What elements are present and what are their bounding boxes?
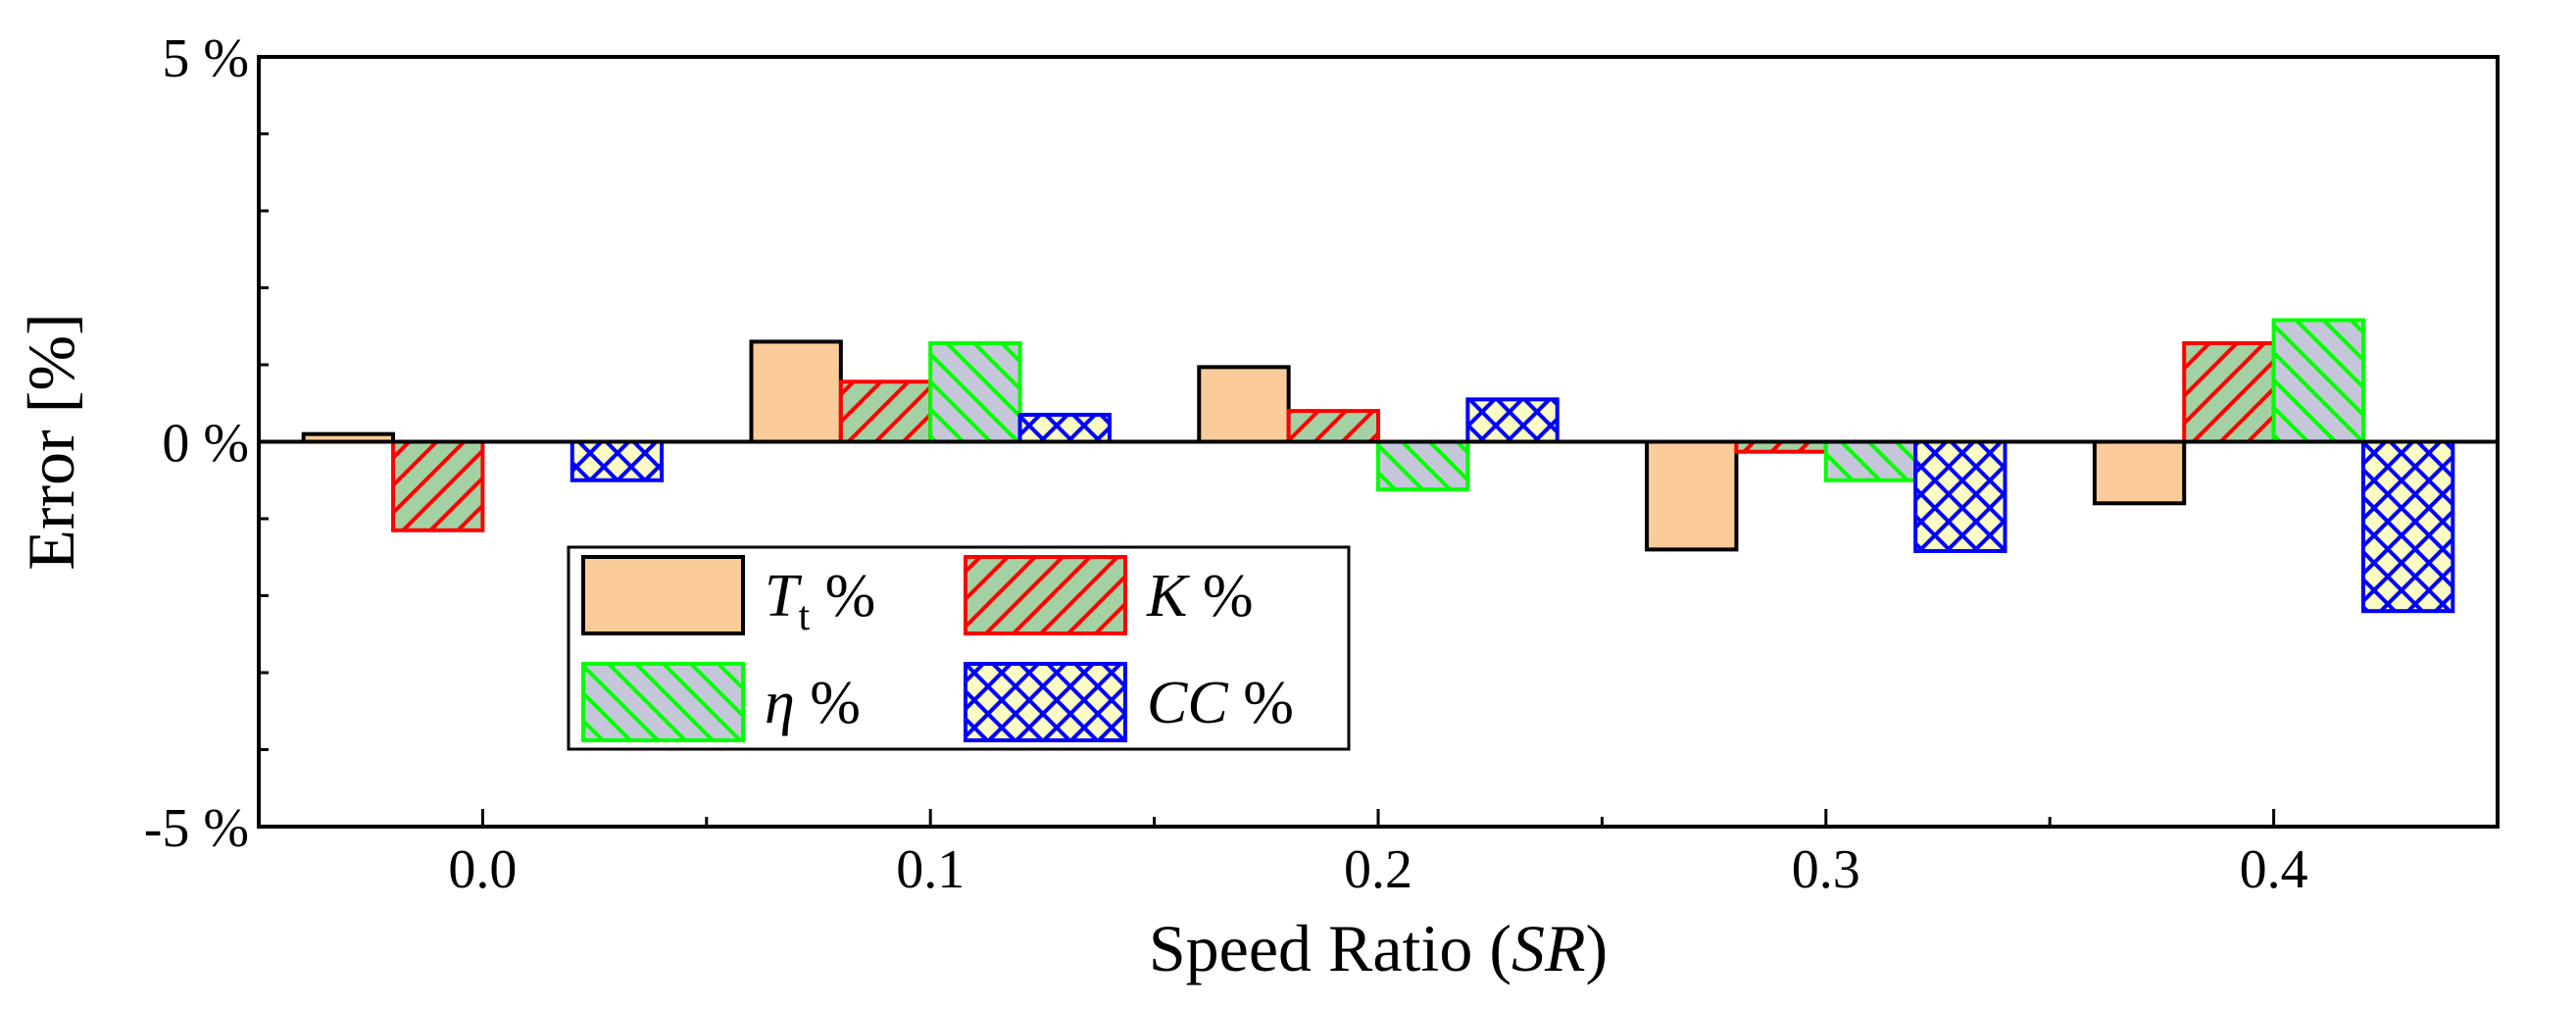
legend-label-tt: Tt % (765, 563, 875, 639)
bar--0.4 (2271, 318, 2365, 444)
legend-label-k: K % (1146, 563, 1254, 630)
y-axis-title: Error [%] (14, 313, 88, 570)
ticks-layer: 0.0 0.1 0.2 0.3 0.4 5 % 0 % -5 % (144, 28, 2308, 900)
x-tick-label: 0.1 (896, 839, 965, 900)
legend-label-suffix: % (810, 563, 875, 630)
y-tick-label: -5 % (144, 798, 249, 859)
bar-cc-0.2 (1465, 397, 1560, 444)
y-tick-label: 0 % (162, 414, 249, 475)
bar--0.2 (1376, 439, 1470, 492)
x-axis-title-variable: SR (1511, 911, 1586, 985)
x-tick-label: 0.4 (2240, 839, 2308, 900)
bar--0.1 (928, 341, 1022, 444)
bar-tt-0.3 (1645, 439, 1739, 552)
bars-layer (301, 318, 2455, 614)
bar-k-0.2 (1286, 409, 1381, 444)
legend-label-suffix: % (795, 670, 861, 736)
bar-cc-0.1 (1017, 413, 1112, 444)
x-tick-label: 0.3 (1792, 839, 1860, 900)
bar-tt-0.2 (1197, 365, 1291, 444)
legend-label-main: η (765, 670, 795, 736)
x-tick-label: 0.0 (448, 839, 517, 900)
legend-label-suffix: % (1228, 670, 1294, 736)
x-tick-label: 0.2 (1344, 839, 1412, 900)
y-tick-label: 5 % (162, 28, 249, 89)
x-axis-title-prefix: Speed Ratio ( (1149, 911, 1511, 985)
bar-tt-0.1 (749, 339, 843, 444)
legend: Tt % K %η % CC % (567, 545, 1351, 751)
x-axis-title: Speed Ratio (SR) (1149, 911, 1608, 985)
x-axis-title-suffix: ) (1586, 911, 1609, 985)
legend-swatch-k (964, 555, 1127, 635)
bar-k-0.4 (2182, 341, 2276, 444)
legend-swatch-tt (581, 555, 745, 635)
bar-tt-0.4 (2092, 439, 2187, 506)
bar-cc-0.3 (1913, 439, 2007, 553)
legend-label-main: K (1146, 563, 1191, 630)
bar-k-0.1 (838, 379, 933, 444)
legend-swatch-cc (964, 662, 1127, 742)
bar-k-0.0 (391, 439, 485, 532)
legend-label-main: CC (1147, 670, 1228, 736)
legend-label-suffix: % (1187, 563, 1253, 630)
legend-label-: η % (765, 670, 861, 736)
legend-label-cc: CC % (1147, 670, 1294, 736)
bar-cc-0.4 (2360, 439, 2455, 614)
bar-cc-0.0 (570, 439, 665, 482)
legend-label-main: T (765, 563, 803, 630)
legend-label-subscript: t (798, 594, 810, 639)
legend-swatch- (581, 662, 745, 742)
bar--0.3 (1823, 439, 1918, 482)
